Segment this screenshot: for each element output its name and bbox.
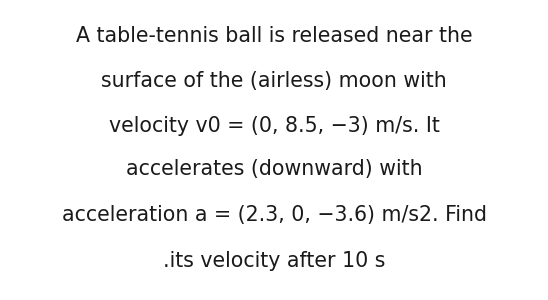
Text: acceleration a = (2.3, 0, −3.6) m/s2. Find: acceleration a = (2.3, 0, −3.6) m/s2. Fi…	[61, 205, 487, 224]
Text: surface of the (airless) moon with: surface of the (airless) moon with	[101, 71, 447, 91]
Text: .its velocity after 10 s: .its velocity after 10 s	[163, 251, 385, 271]
Text: velocity v0 = (0, 8.5, −3) m/s. It: velocity v0 = (0, 8.5, −3) m/s. It	[109, 116, 439, 136]
Text: A table-tennis ball is released near the: A table-tennis ball is released near the	[76, 26, 472, 46]
Text: accelerates (downward) with: accelerates (downward) with	[125, 160, 423, 179]
